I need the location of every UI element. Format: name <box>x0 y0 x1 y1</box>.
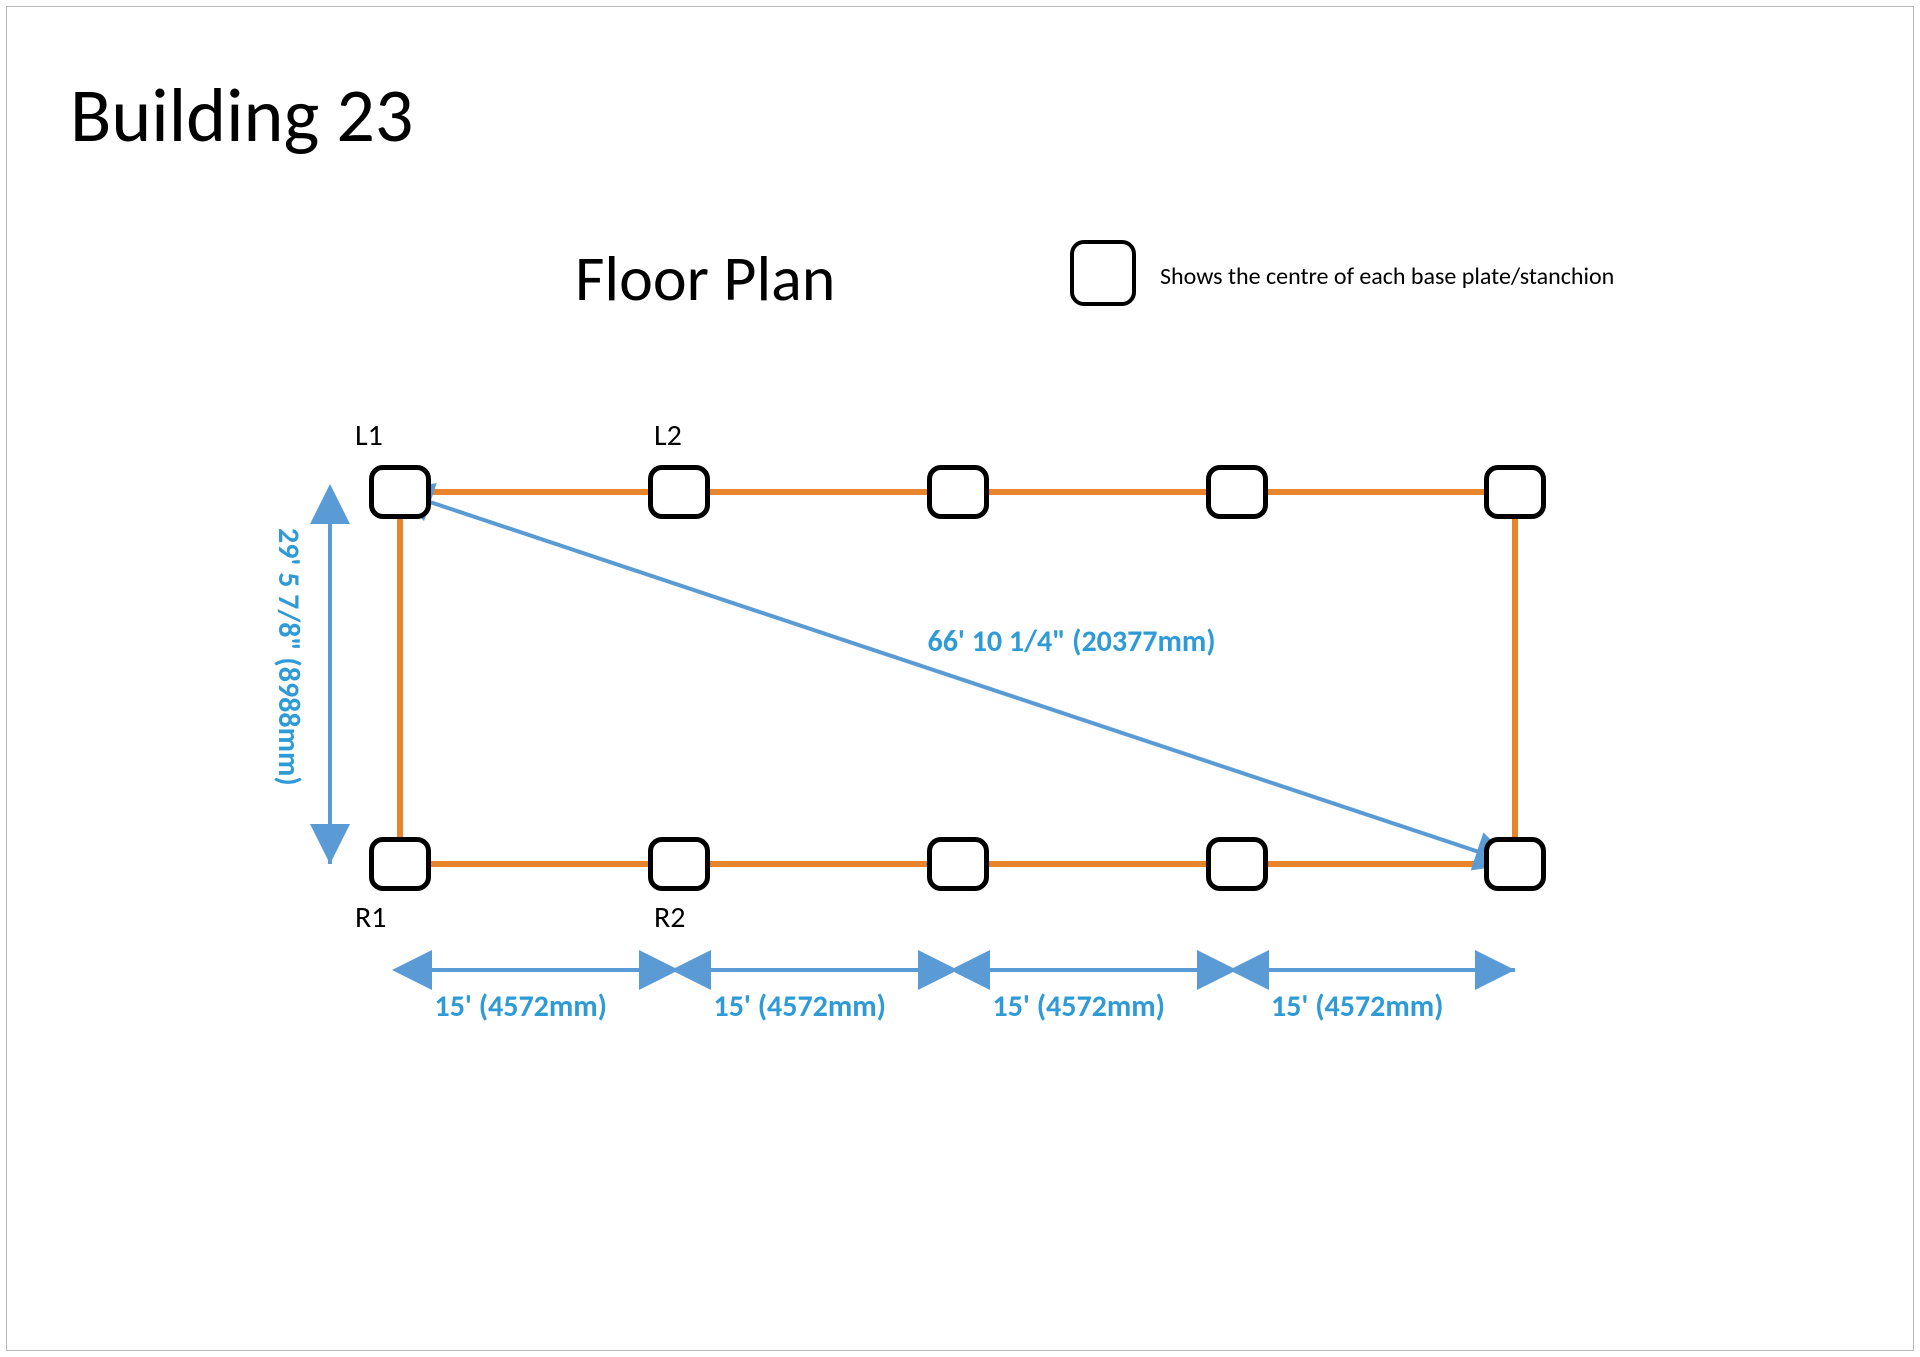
node-label-L1: L1 <box>355 417 383 454</box>
dimension-diagonal-label: 66' 10 1/4" (20377mm) <box>928 623 1216 660</box>
node-label-L2: L2 <box>654 417 682 454</box>
dimension-horizontal-label-2: 15' (4572mm) <box>714 988 887 1025</box>
stanchion-box <box>1206 465 1268 519</box>
node-label-R2: R2 <box>654 899 686 936</box>
dimension-horizontal-label-1: 15' (4572mm) <box>435 988 608 1025</box>
dimension-horizontal-label-4: 15' (4572mm) <box>1271 988 1444 1025</box>
stanchion-box <box>1206 837 1268 891</box>
stanchion-box <box>1484 465 1546 519</box>
dimension-vertical-label: 29' 5 7/8" (8988mm) <box>270 528 307 786</box>
stanchion-box <box>369 465 431 519</box>
stanchion-box <box>648 465 710 519</box>
stanchion-box <box>1484 837 1546 891</box>
stanchion-box <box>369 837 431 891</box>
dimension-horizontal-label-3: 15' (4572mm) <box>993 988 1166 1025</box>
stanchion-box <box>927 465 989 519</box>
node-label-R1: R1 <box>355 899 387 936</box>
stanchion-box <box>927 837 989 891</box>
stanchion-box <box>648 837 710 891</box>
